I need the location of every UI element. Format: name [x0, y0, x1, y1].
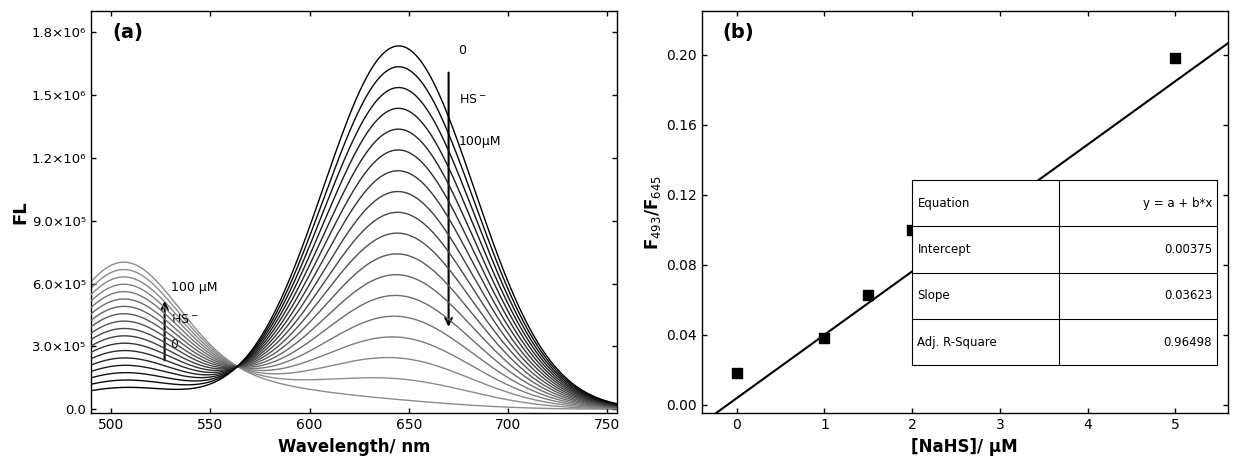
Point: [1166, 55, 1186, 62]
Text: 0: 0: [171, 338, 178, 351]
Text: y = a + b*x: y = a + b*x: [1142, 197, 1212, 210]
Text: 0.00375: 0.00375: [1163, 243, 1212, 256]
Text: 0.03623: 0.03623: [1163, 289, 1212, 302]
Point: [814, 334, 834, 342]
Text: Equation: Equation: [917, 197, 970, 210]
Y-axis label: FL: FL: [11, 200, 28, 224]
Text: HS$^-$: HS$^-$: [171, 313, 198, 325]
Text: Adj. R-Square: Adj. R-Square: [917, 336, 997, 348]
Text: 100μM: 100μM: [458, 134, 501, 148]
Point: [990, 223, 1010, 230]
Text: Slope: Slope: [917, 289, 950, 302]
Text: 0: 0: [458, 44, 467, 57]
Point: [902, 226, 922, 234]
Text: Intercept: Intercept: [917, 243, 971, 256]
Bar: [912, 180, 1218, 365]
Text: (a): (a): [113, 23, 142, 42]
Point: [727, 369, 747, 377]
Point: [859, 291, 878, 298]
X-axis label: [NaHS]/ μM: [NaHS]/ μM: [912, 438, 1018, 456]
Y-axis label: F$_{493}$/F$_{645}$: F$_{493}$/F$_{645}$: [643, 175, 663, 250]
Text: HS$^-$: HS$^-$: [458, 92, 486, 106]
Text: 0.96498: 0.96498: [1163, 336, 1212, 348]
X-axis label: Wavelength/ nm: Wavelength/ nm: [278, 438, 430, 456]
Text: 100 μM: 100 μM: [171, 281, 217, 294]
Text: (b): (b): [722, 23, 755, 42]
